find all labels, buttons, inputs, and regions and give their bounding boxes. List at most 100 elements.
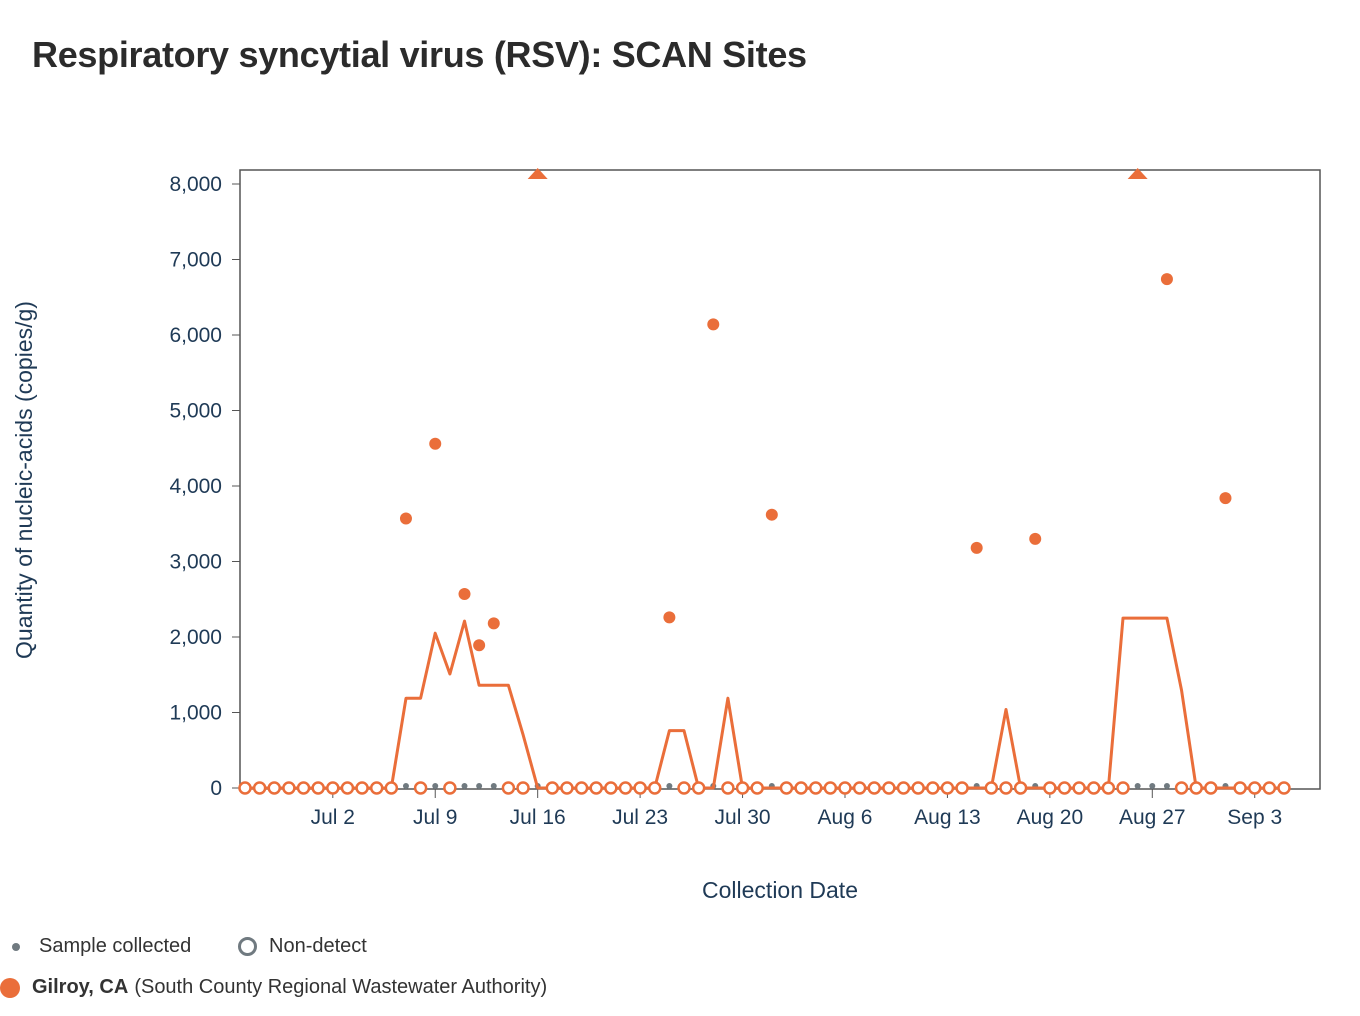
trend-line-layer <box>245 616 1284 790</box>
non-detect-point[interactable] <box>926 781 940 795</box>
sample-collected-dot <box>461 783 468 789</box>
detected-point[interactable] <box>429 437 442 450</box>
y-tick-label: 4,000 <box>169 475 222 498</box>
non-detect-point[interactable] <box>574 781 589 795</box>
sample-collected-dot <box>476 783 483 789</box>
non-detect-point[interactable] <box>823 781 838 795</box>
non-detect-point[interactable] <box>443 781 457 795</box>
non-detect-point[interactable] <box>1087 781 1101 795</box>
y-tick-label: 7,000 <box>169 249 222 272</box>
non-detect-point[interactable] <box>1233 781 1247 795</box>
x-tick-label: Aug 6 <box>818 806 873 829</box>
non-detect-point[interactable] <box>340 781 355 795</box>
non-detect-point[interactable] <box>560 781 574 795</box>
detected-point[interactable] <box>1029 532 1042 545</box>
non-detect-point[interactable] <box>296 781 311 795</box>
non-detect-point[interactable] <box>677 781 691 795</box>
non-detect-point[interactable] <box>384 781 399 795</box>
non-detect-point[interactable] <box>852 781 867 795</box>
sample-collected-dot <box>1134 783 1141 789</box>
y-tick-label: 0 <box>210 777 222 800</box>
x-tick-label: Aug 13 <box>914 806 981 829</box>
non-detect-point[interactable] <box>647 781 662 795</box>
non-detect-point[interactable] <box>1013 781 1028 795</box>
legend-sample-collected[interactable]: Sample collected <box>12 935 191 958</box>
detected-point[interactable] <box>970 541 983 554</box>
detected-point[interactable] <box>765 508 778 521</box>
non-detect-markers <box>238 781 1291 795</box>
non-detect-point[interactable] <box>1277 781 1291 795</box>
non-detect-point[interactable] <box>1057 781 1072 795</box>
non-detect-point[interactable] <box>1101 781 1116 795</box>
non-detect-point[interactable] <box>238 781 252 795</box>
non-detect-point[interactable] <box>267 781 282 795</box>
non-detect-point[interactable] <box>326 781 340 795</box>
non-detect-point[interactable] <box>735 781 750 795</box>
above-range-marker[interactable] <box>527 168 548 179</box>
non-detect-point[interactable] <box>984 781 999 795</box>
detected-point[interactable] <box>1219 492 1232 505</box>
x-tick-label: Aug 20 <box>1017 806 1084 829</box>
non-detect-point[interactable] <box>940 781 955 795</box>
non-detect-point[interactable] <box>1262 781 1277 795</box>
y-tick-label: 8,000 <box>169 173 222 196</box>
non-detect-point[interactable] <box>750 781 764 795</box>
non-detect-point[interactable] <box>282 781 296 795</box>
legend-non-detect[interactable]: Non-detect <box>238 935 367 958</box>
non-detect-point[interactable] <box>604 781 618 795</box>
non-detect-point[interactable] <box>1043 781 1057 795</box>
detected-point[interactable] <box>487 617 500 630</box>
detected-point[interactable] <box>473 639 486 652</box>
plot-area <box>239 169 1321 790</box>
non-detect-point[interactable] <box>589 781 603 795</box>
y-tick-label: 1,000 <box>169 702 222 725</box>
non-detect-point[interactable] <box>355 781 369 795</box>
non-detect-point[interactable] <box>413 781 428 795</box>
non-detect-point[interactable] <box>1247 781 1262 795</box>
non-detect-point[interactable] <box>1116 781 1130 795</box>
non-detect-point[interactable] <box>999 781 1013 795</box>
non-detect-point[interactable] <box>779 781 794 795</box>
detected-point[interactable] <box>399 512 412 525</box>
non-detect-point[interactable] <box>1204 781 1218 795</box>
non-detect-point[interactable] <box>838 781 852 795</box>
x-tick-label: Jul 30 <box>715 806 771 829</box>
non-detect-point[interactable] <box>882 781 896 795</box>
non-detect-point[interactable] <box>633 781 647 795</box>
non-detect-point[interactable] <box>618 781 633 795</box>
x-tick-label: Jul 23 <box>612 806 668 829</box>
trend-line <box>245 616 1284 790</box>
non-detect-ring-icon <box>238 937 257 956</box>
y-tick-label: 3,000 <box>169 551 222 574</box>
legend-site-gilroy[interactable]: Gilroy, CA (South County Regional Wastew… <box>0 976 547 999</box>
non-detect-point[interactable] <box>896 781 911 795</box>
detected-point[interactable] <box>663 611 676 624</box>
detected-point[interactable] <box>1160 273 1173 286</box>
legend-site-detail: (South County Regional Wastewater Author… <box>134 976 548 998</box>
sample-collected-dot <box>1149 783 1156 789</box>
non-detect-point[interactable] <box>311 781 325 795</box>
legend-site-name: Gilroy, CA <box>32 976 129 998</box>
sample-collected-dot <box>666 783 673 789</box>
non-detect-point[interactable] <box>691 781 706 795</box>
sample-collected-dot <box>1163 783 1170 789</box>
non-detect-point[interactable] <box>794 781 808 795</box>
non-detect-point[interactable] <box>867 781 882 795</box>
detected-point[interactable] <box>458 587 471 600</box>
non-detect-point[interactable] <box>911 781 925 795</box>
non-detect-point[interactable] <box>252 781 267 795</box>
non-detect-point[interactable] <box>1174 781 1189 795</box>
non-detect-point[interactable] <box>721 781 735 795</box>
detected-point[interactable] <box>707 318 720 331</box>
y-tick-label: 2,000 <box>169 626 222 649</box>
non-detect-point[interactable] <box>955 781 969 795</box>
non-detect-point[interactable] <box>808 781 823 795</box>
non-detect-point[interactable] <box>1072 781 1086 795</box>
above-range-marker[interactable] <box>1127 168 1148 179</box>
non-detect-point[interactable] <box>369 781 384 795</box>
sample-collected-dot <box>432 783 439 789</box>
non-detect-point[interactable] <box>545 781 560 795</box>
non-detect-point[interactable] <box>501 781 516 795</box>
non-detect-point[interactable] <box>516 781 530 795</box>
non-detect-point[interactable] <box>1189 781 1203 795</box>
